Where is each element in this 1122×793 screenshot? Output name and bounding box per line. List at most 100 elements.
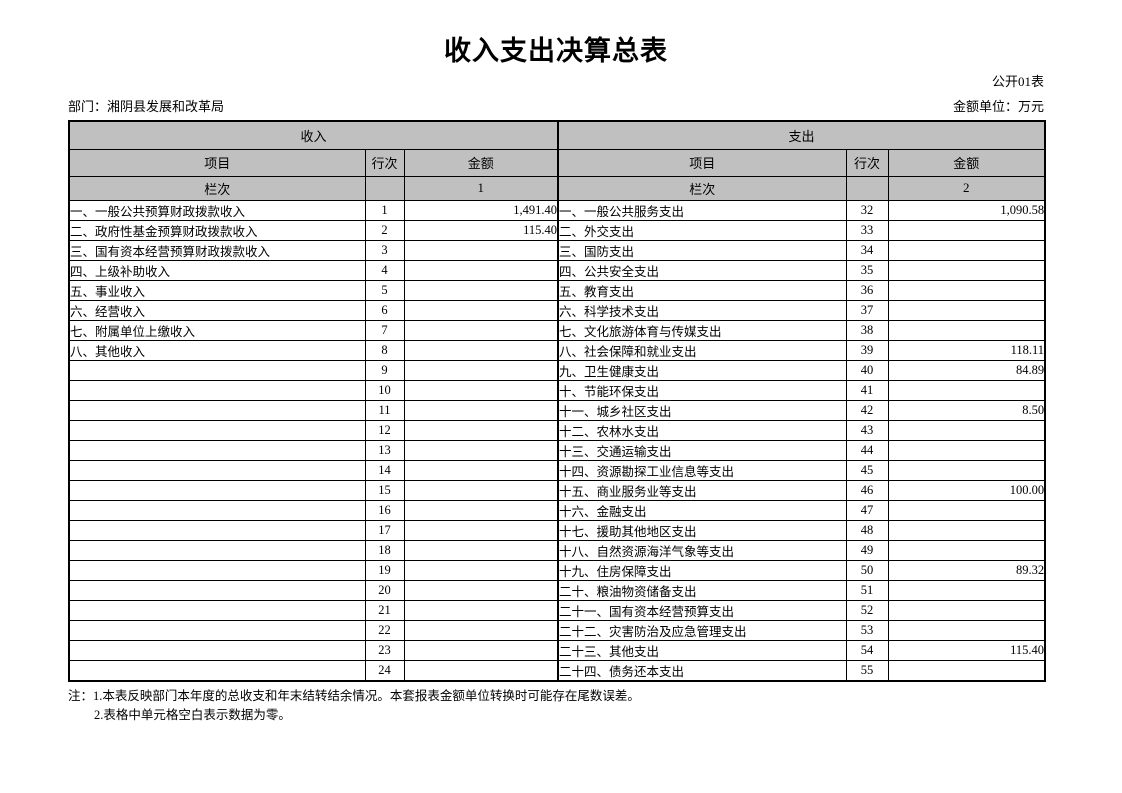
expense-lanci-label: 栏次 xyxy=(557,175,847,201)
income-item-cell xyxy=(68,559,366,581)
unit-label: 金额单位：万元 xyxy=(952,99,1044,114)
expense-amount-cell xyxy=(887,659,1046,681)
income-amount-cell xyxy=(403,539,559,561)
table-row: 四、上级补助收入 4 四、公共安全支出 35 xyxy=(68,259,1046,281)
expense-rowno-cell: 35 xyxy=(845,259,889,281)
expense-amount-cell: 84.89 xyxy=(887,359,1046,381)
income-section-header: 收入 xyxy=(68,120,559,150)
table-row: 18 十八、自然资源海洋气象等支出 49 xyxy=(68,539,1046,561)
expense-rowno-cell: 47 xyxy=(845,499,889,521)
table-row: 22 二十二、灾害防治及应急管理支出 53 xyxy=(68,619,1046,641)
table-code: 公开01表 xyxy=(991,74,1044,89)
income-rowno-cell: 1 xyxy=(364,199,405,221)
income-rowno-cell: 23 xyxy=(364,639,405,661)
income-rowno-cell: 6 xyxy=(364,299,405,321)
income-rowno-cell: 19 xyxy=(364,559,405,581)
expense-rowno-cell: 52 xyxy=(845,599,889,621)
expense-rowno-cell: 42 xyxy=(845,399,889,421)
income-item-header: 项目 xyxy=(68,148,366,177)
expense-item-cell: 二、外交支出 xyxy=(557,219,847,241)
income-amount-cell xyxy=(403,499,559,521)
income-rowno-cell: 24 xyxy=(364,659,405,681)
expense-amount-cell xyxy=(887,539,1046,561)
income-item-cell xyxy=(68,539,366,561)
expense-item-cell: 十三、交通运输支出 xyxy=(557,439,847,461)
income-amount-cell xyxy=(403,419,559,441)
income-item-cell: 三、国有资本经营预算财政拨款收入 xyxy=(68,239,366,261)
income-rowno-cell: 9 xyxy=(364,359,405,381)
expense-lanci-blank xyxy=(845,175,889,201)
expense-amount-cell xyxy=(887,579,1046,601)
income-amount-cell xyxy=(403,359,559,381)
income-item-cell: 七、附属单位上缴收入 xyxy=(68,319,366,341)
note-line-2: 2.表格中单元格空白表示数据为零。 xyxy=(94,707,291,722)
income-rowno-cell: 11 xyxy=(364,399,405,421)
expense-item-cell: 十八、自然资源海洋气象等支出 xyxy=(557,539,847,561)
expense-column-number: 2 xyxy=(887,175,1046,201)
table-row: 三、国有资本经营预算财政拨款收入 3 三、国防支出 34 xyxy=(68,239,1046,261)
expense-amount-cell xyxy=(887,319,1046,341)
table-row: 9 九、卫生健康支出 40 84.89 xyxy=(68,359,1046,381)
income-rowno-cell: 16 xyxy=(364,499,405,521)
expense-item-cell: 十二、农林水支出 xyxy=(557,419,847,441)
expense-amount-cell: 118.11 xyxy=(887,339,1046,361)
income-amount-cell xyxy=(403,579,559,601)
expense-amount-cell xyxy=(887,239,1046,261)
income-amount-cell xyxy=(403,519,559,541)
expense-rowno-cell: 32 xyxy=(845,199,889,221)
table-row: 五、事业收入 5 五、教育支出 36 xyxy=(68,279,1046,301)
expense-rowno-cell: 43 xyxy=(845,419,889,441)
table-row: 17 十七、援助其他地区支出 48 xyxy=(68,519,1046,541)
expense-rowno-cell: 38 xyxy=(845,319,889,341)
table-row: 10 十、节能环保支出 41 xyxy=(68,379,1046,401)
notes: 注：1.本表反映部门本年度的总收支和年末结转结余情况。本套报表金额单位转换时可能… xyxy=(68,687,1044,725)
income-amount-cell xyxy=(403,599,559,621)
expense-item-cell: 十五、商业服务业等支出 xyxy=(557,479,847,501)
table-row: 13 十三、交通运输支出 44 xyxy=(68,439,1046,461)
table-header: 收入 支出 项目 行次 金额 项目 行次 金额 栏次 1 栏次 2 xyxy=(68,120,1046,201)
table-row: 23 二十三、其他支出 54 115.40 xyxy=(68,639,1046,661)
income-rowno-cell: 12 xyxy=(364,419,405,441)
income-amount-cell xyxy=(403,639,559,661)
income-rowno-cell: 18 xyxy=(364,539,405,561)
income-amount-cell xyxy=(403,299,559,321)
expense-rowno-cell: 46 xyxy=(845,479,889,501)
expense-item-cell: 七、文化旅游体育与传媒支出 xyxy=(557,319,847,341)
expense-amount-cell: 115.40 xyxy=(887,639,1046,661)
expense-rowno-cell: 51 xyxy=(845,579,889,601)
income-item-cell xyxy=(68,419,366,441)
expense-amount-cell xyxy=(887,379,1046,401)
table-row: 15 十五、商业服务业等支出 46 100.00 xyxy=(68,479,1046,501)
income-item-cell xyxy=(68,519,366,541)
expense-rowno-cell: 45 xyxy=(845,459,889,481)
table-row: 14 十四、资源勘探工业信息等支出 45 xyxy=(68,459,1046,481)
expense-rowno-cell: 54 xyxy=(845,639,889,661)
note-line-1: 注：1.本表反映部门本年度的总收支和年末结转结余情况。本套报表金额单位转换时可能… xyxy=(68,688,640,703)
income-rowno-cell: 3 xyxy=(364,239,405,261)
table-row: 二、政府性基金预算财政拨款收入 2 115.40 二、外交支出 33 xyxy=(68,219,1046,241)
income-rowno-cell: 17 xyxy=(364,519,405,541)
expense-item-cell: 二十、粮油物资储备支出 xyxy=(557,579,847,601)
expense-rowno-cell: 36 xyxy=(845,279,889,301)
expense-amount-cell xyxy=(887,279,1046,301)
expense-rowno-cell: 48 xyxy=(845,519,889,541)
expense-item-cell: 二十四、债务还本支出 xyxy=(557,659,847,681)
expense-amount-cell: 100.00 xyxy=(887,479,1046,501)
income-item-cell xyxy=(68,639,366,661)
expense-amount-cell: 89.32 xyxy=(887,559,1046,581)
expense-item-cell: 三、国防支出 xyxy=(557,239,847,261)
expense-item-cell: 十七、援助其他地区支出 xyxy=(557,519,847,541)
expense-amount-header: 金额 xyxy=(887,148,1046,177)
expense-section-header: 支出 xyxy=(557,120,1046,150)
income-lanci-blank xyxy=(364,175,405,201)
income-lanci-label: 栏次 xyxy=(68,175,366,201)
income-rowno-cell: 20 xyxy=(364,579,405,601)
income-item-cell: 五、事业收入 xyxy=(68,279,366,301)
income-item-cell xyxy=(68,579,366,601)
column-number-row: 栏次 1 栏次 2 xyxy=(68,175,1046,201)
expense-rowno-cell: 49 xyxy=(845,539,889,561)
income-item-cell xyxy=(68,659,366,681)
income-rowno-cell: 14 xyxy=(364,459,405,481)
expense-rowno-cell: 34 xyxy=(845,239,889,261)
table-row: 19 十九、住房保障支出 50 89.32 xyxy=(68,559,1046,581)
